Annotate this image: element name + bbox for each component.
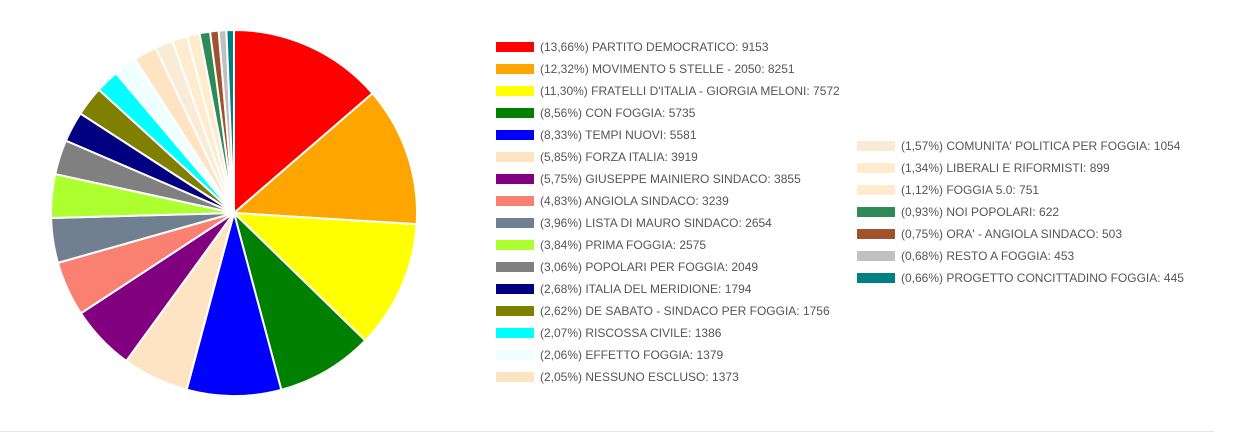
legend-item: (0,68%) RESTO A FOGGIA: 453: [857, 245, 1184, 267]
legend-label: (3,96%) LISTA DI MAURO SINDACO: 2654: [540, 216, 772, 230]
legend-label: (0,93%) NOI POPOLARI: 622: [901, 205, 1060, 219]
legend-item: (0,66%) PROGETTO CONCITTADINO FOGGIA: 44…: [857, 267, 1184, 289]
legend-swatch: [496, 152, 534, 162]
legend-label: (1,34%) LIBERALI E RIFORMISTI: 899: [901, 161, 1110, 175]
legend-item: (8,33%) TEMPI NUOVI: 5581: [496, 124, 840, 146]
legend-item: (1,12%) FOGGIA 5.0: 751: [857, 179, 1184, 201]
legend-label: (0,75%) ORA' - ANGIOLA SINDACO: 503: [901, 227, 1123, 241]
legend-item: (3,84%) PRIMA FOGGIA: 2575: [496, 234, 840, 256]
legend-item: (12,32%) MOVIMENTO 5 STELLE - 2050: 8251: [496, 58, 840, 80]
legend-swatch: [857, 141, 895, 151]
legend-label: (12,32%) MOVIMENTO 5 STELLE - 2050: 8251: [540, 62, 795, 76]
legend-item: (11,30%) FRATELLI D'ITALIA - GIORGIA MEL…: [496, 80, 840, 102]
legend-label: (2,05%) NESSUNO ESCLUSO: 1373: [540, 370, 739, 384]
legend-label: (13,66%) PARTITO DEMOCRATICO: 9153: [540, 40, 769, 54]
legend-label: (5,75%) GIUSEPPE MAINIERO SINDACO: 3855: [540, 172, 801, 186]
legend-swatch: [496, 372, 534, 382]
legend-item: (0,75%) ORA' - ANGIOLA SINDACO: 503: [857, 223, 1184, 245]
legend-swatch: [857, 229, 895, 239]
pie-slice: [233, 29, 374, 214]
legend-swatch: [496, 174, 534, 184]
pie-slice: [233, 212, 418, 342]
legend-label: (8,33%) TEMPI NUOVI: 5581: [540, 128, 697, 142]
legend-swatch: [496, 328, 534, 338]
legend-label: (5,85%) FORZA ITALIA: 3919: [540, 150, 698, 164]
legend-item: (2,62%) DE SABATO - SINDACO PER FOGGIA: …: [496, 300, 840, 322]
legend-label: (4,83%) ANGIOLA SINDACO: 3239: [540, 194, 729, 208]
legend-swatch: [496, 240, 534, 250]
pie-chart: [50, 29, 419, 397]
legend-label: (11,30%) FRATELLI D'ITALIA - GIORGIA MEL…: [540, 84, 840, 98]
legend-label: (2,06%) EFFETTO FOGGIA: 1379: [540, 348, 724, 362]
legend-swatch: [496, 130, 534, 140]
legend-swatch: [857, 185, 895, 195]
legend-label: (0,68%) RESTO A FOGGIA: 453: [901, 249, 1075, 263]
pie-slice: [185, 212, 283, 397]
legend-label: (3,84%) PRIMA FOGGIA: 2575: [540, 238, 707, 252]
legend-label: (2,62%) DE SABATO - SINDACO PER FOGGIA: …: [540, 304, 830, 318]
legend-column-left: (13,66%) PARTITO DEMOCRATICO: 9153 (12,32…: [496, 36, 840, 388]
legend-item: (2,06%) EFFETTO FOGGIA: 1379: [496, 344, 840, 366]
legend-swatch: [496, 196, 534, 206]
legend-item: (3,06%) POPOLARI PER FOGGIA: 2049: [496, 256, 840, 278]
legend-label: (0,66%) PROGETTO CONCITTADINO FOGGIA: 44…: [901, 271, 1184, 285]
pie-slice: [225, 29, 235, 214]
legend-swatch: [496, 108, 534, 118]
legend-label: (2,07%) RISCOSSA CIVILE: 1386: [540, 326, 722, 340]
legend-swatch: [496, 64, 534, 74]
legend-item: (1,57%) COMUNITA' POLITICA PER FOGGIA: 1…: [857, 135, 1184, 157]
legend-item: (1,34%) LIBERALI E RIFORMISTI: 899: [857, 157, 1184, 179]
legend-item: (4,83%) ANGIOLA SINDACO: 3239: [496, 190, 840, 212]
legend-label: (2,68%) ITALIA DEL MERIDIONE: 1794: [540, 282, 752, 296]
legend-item: (8,56%) CON FOGGIA: 5735: [496, 102, 840, 124]
legend-item: (5,85%) FORZA ITALIA: 3919: [496, 146, 840, 168]
legend-swatch: [857, 207, 895, 217]
legend-item: (0,93%) NOI POPOLARI: 622: [857, 201, 1184, 223]
legend-swatch: [857, 273, 895, 283]
legend-item: (3,96%) LISTA DI MAURO SINDACO: 2654: [496, 212, 840, 234]
legend-column-right: (1,57%) COMUNITA' POLITICA PER FOGGIA: 1…: [857, 135, 1184, 289]
legend-label: (1,12%) FOGGIA 5.0: 751: [901, 183, 1040, 197]
legend-swatch: [496, 262, 534, 272]
legend-item: (5,75%) GIUSEPPE MAINIERO SINDACO: 3855: [496, 168, 840, 190]
legend-swatch: [496, 218, 534, 228]
legend-swatch: [496, 86, 534, 96]
legend-item: (2,68%) ITALIA DEL MERIDIONE: 1794: [496, 278, 840, 300]
legend-swatch: [496, 306, 534, 316]
legend-swatch: [496, 42, 534, 52]
legend-swatch: [857, 163, 895, 173]
legend-swatch: [857, 251, 895, 261]
legend-label: (8,56%) CON FOGGIA: 5735: [540, 106, 696, 120]
legend-label: (1,57%) COMUNITA' POLITICA PER FOGGIA: 1…: [901, 139, 1181, 153]
legend-label: (3,06%) POPOLARI PER FOGGIA: 2049: [540, 260, 759, 274]
legend-item: (13,66%) PARTITO DEMOCRATICO: 9153: [496, 36, 840, 58]
pie-slice: [233, 92, 419, 226]
legend-item: (2,05%) NESSUNO ESCLUSO: 1373: [496, 366, 840, 388]
legend-swatch: [496, 350, 534, 360]
legend-swatch: [496, 284, 534, 294]
pie-slice: [233, 212, 367, 391]
divider: [0, 431, 1214, 432]
legend-item: (2,07%) RISCOSSA CIVILE: 1386: [496, 322, 840, 344]
